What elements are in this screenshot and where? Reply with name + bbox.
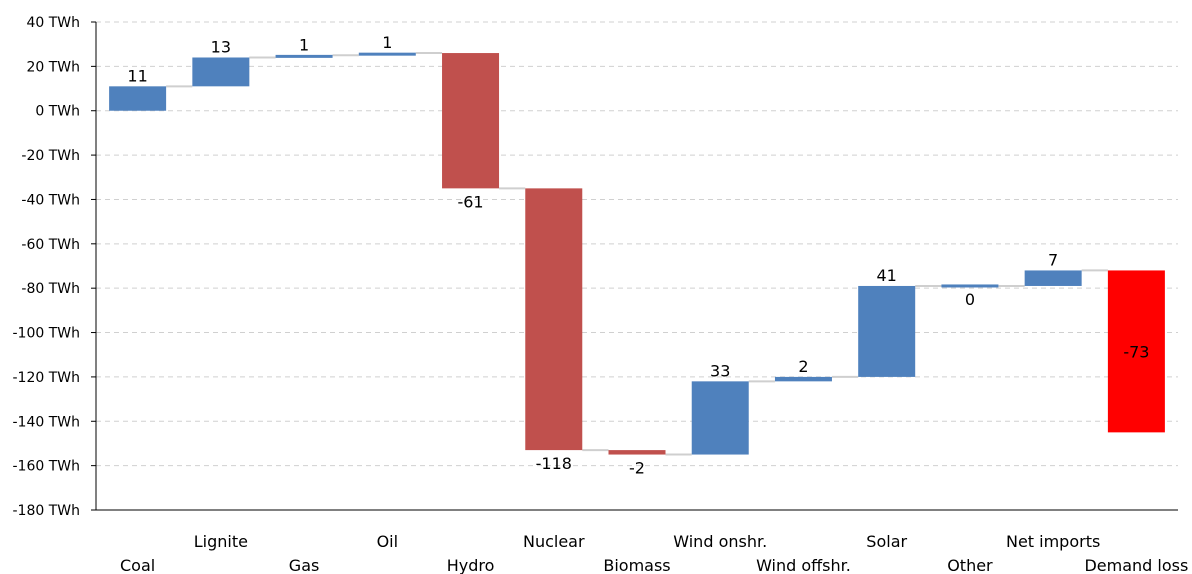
x-category-label: Biomass <box>603 556 670 574</box>
y-tick-label: -60 TWh <box>21 237 80 253</box>
bar-nuclear <box>525 188 583 451</box>
x-category-label: Demand loss <box>1084 556 1188 574</box>
y-tick-label: -160 TWh <box>13 459 81 475</box>
grid-lines <box>96 21 1178 467</box>
data-label: 7 <box>1048 250 1058 269</box>
x-category-label: Oil <box>377 532 398 551</box>
y-tick-label: -20 TWh <box>21 148 80 164</box>
data-label: 13 <box>211 37 231 56</box>
connectors <box>166 52 1108 456</box>
y-tick-label: -140 TWh <box>13 414 81 430</box>
bar-coal <box>109 86 167 111</box>
bar-oil <box>358 52 416 56</box>
bar-wind-offshr <box>774 376 832 382</box>
bar-other <box>941 284 999 288</box>
data-label: 41 <box>877 266 897 285</box>
data-label: -2 <box>629 459 645 478</box>
bar-solar <box>858 285 916 377</box>
x-category-label: Solar <box>866 532 907 551</box>
x-category-label: Lignite <box>194 532 248 551</box>
bar-net-imports <box>1024 270 1082 286</box>
bar-lignite <box>192 57 250 87</box>
y-tick-label: 0 TWh <box>35 104 80 120</box>
bars <box>109 52 1165 455</box>
data-label: -73 <box>1123 342 1149 361</box>
data-label: 1 <box>382 33 392 52</box>
y-tick-label: -120 TWh <box>13 370 81 386</box>
data-label: 1 <box>299 35 309 54</box>
y-tick-label: 40 TWh <box>26 15 80 31</box>
y-tick-label: 20 TWh <box>26 59 80 75</box>
x-category-label: Nuclear <box>523 532 585 551</box>
data-label: 33 <box>710 361 730 380</box>
bar-biomass <box>608 450 666 455</box>
y-tick-label: -180 TWh <box>13 503 81 519</box>
x-category-label: Coal <box>120 556 155 574</box>
x-category-label: Other <box>947 556 993 574</box>
bar-gas <box>275 54 333 58</box>
data-label: 0 <box>965 290 975 309</box>
axes <box>91 21 1178 511</box>
x-category-label: Net imports <box>1006 532 1100 551</box>
bar-hydro <box>442 53 500 189</box>
y-tick-label: -40 TWh <box>21 192 80 208</box>
labels: 40 TWh 20 TWh 0 TWh -20 TWh -40 TWh -60 TWh -8… <box>13 15 1189 574</box>
x-category-label: Wind offshr. <box>756 556 851 574</box>
bar-wind-onshr <box>691 381 749 455</box>
bar-demand-loss <box>1107 270 1165 433</box>
y-tick-label: -100 TWh <box>13 326 81 342</box>
data-label: -61 <box>457 192 483 211</box>
data-label: -118 <box>536 454 572 473</box>
x-category-label: Hydro <box>447 556 495 574</box>
data-label: 11 <box>127 66 147 85</box>
y-tick-label: -80 TWh <box>21 281 80 297</box>
data-label: 2 <box>798 357 808 376</box>
x-category-label: Wind onshr. <box>673 532 767 551</box>
x-category-label: Gas <box>289 556 320 574</box>
